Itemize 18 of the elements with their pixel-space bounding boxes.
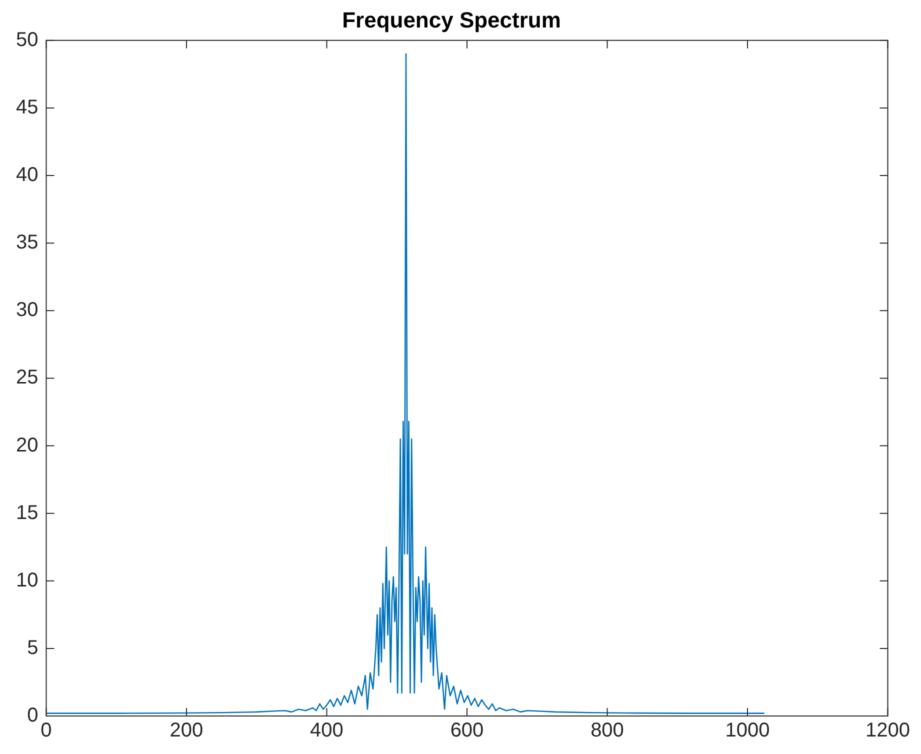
y-tick-label: 50	[16, 28, 38, 51]
chart-title: Frequency Spectrum	[342, 7, 561, 32]
y-tick-label: 45	[16, 96, 38, 118]
x-tick-label: 200	[170, 720, 204, 742]
y-tick-label: 15	[16, 502, 38, 524]
x-tick-label: 1000	[725, 720, 770, 742]
x-tick-label: 600	[450, 720, 484, 742]
y-tick-label: 40	[16, 164, 38, 186]
y-tick-label: 30	[16, 299, 38, 322]
y-tick-label: 35	[16, 232, 38, 254]
y-tick-label: 25	[16, 366, 38, 389]
x-tick-label: 400	[310, 720, 344, 742]
y-tick-label: 20	[16, 434, 38, 456]
x-tick-label: 1200	[866, 720, 910, 742]
y-tick-label: 0	[27, 704, 38, 727]
y-tick-label: 5	[27, 636, 38, 659]
y-tick-label: 10	[16, 569, 38, 592]
x-tick-label: 800	[590, 720, 624, 742]
